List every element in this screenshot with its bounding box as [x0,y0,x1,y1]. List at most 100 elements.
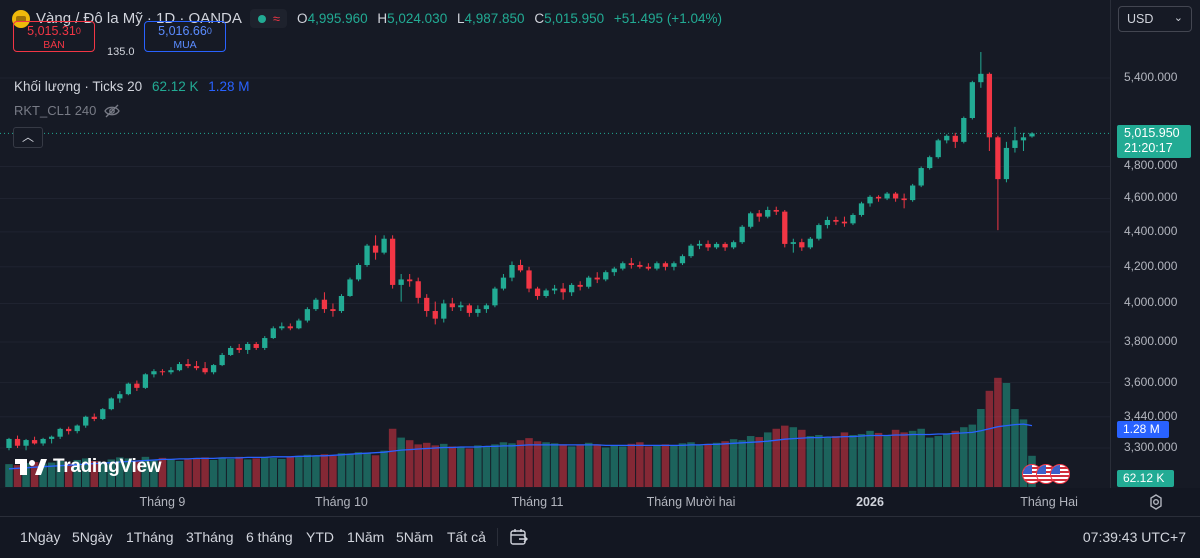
candle-body [287,326,293,329]
collapse-legend-button[interactable]: ︿ [13,127,43,148]
candle-body [483,305,490,310]
volume-bar [371,455,380,487]
volume-bar [917,428,925,487]
range-button[interactable]: YTD [306,529,334,545]
volume-legend[interactable]: Khối lượng · Ticks 20 62.12 K 1.28 M [14,79,250,94]
tradingview-logo-text: TradingView [53,456,162,477]
economic-events[interactable] [1022,464,1070,484]
indicator-legend[interactable]: RKT_CL1 240 [14,103,121,118]
volume-ma-line [8,423,1033,470]
range-button[interactable]: 1Tháng [126,529,174,545]
range-button[interactable]: 5Ngày [72,529,113,545]
volume-bar [303,454,312,487]
chart-pane[interactable] [0,0,1110,488]
ohlc-open-value: 4,995.960 [307,11,368,26]
range-button[interactable]: 6 tháng [246,529,293,545]
volume-bar [678,443,687,487]
candle-body [330,309,336,312]
candle-body [773,209,779,212]
utc-clock[interactable]: 07:39:43 UTC+7 [1082,529,1186,545]
volume-bar [644,446,653,487]
volume-bar [542,442,550,487]
volume-bar [900,432,908,487]
candle-body [185,364,191,367]
candle-body [577,284,583,287]
candle-body [347,279,353,296]
y-tick-label: 3,300.000 [1124,439,1178,454]
volume-bar [687,442,695,487]
volume-bar [81,458,90,487]
volume-bar [99,462,107,487]
bottom-toolbar: 1Ngày 5Ngày 1Tháng 3Tháng 6 tháng YTD 1Năm 5Năm… [0,516,1200,558]
volume-bar [175,461,184,487]
volume-bar [695,445,704,487]
symbol-legend[interactable]: Vàng / Đô la Mỹ · 1D · OANDA ≈ O4,995.96… [12,9,728,28]
range-button[interactable]: 5Năm [396,529,434,545]
volume-bar [218,457,226,487]
calendar-goto-icon[interactable] [509,527,529,547]
candle-body [389,238,396,285]
range-button[interactable]: 3Tháng [186,529,234,545]
candle-body [799,242,805,248]
range-button[interactable]: 1Ngày [20,529,61,545]
volume-bar [627,443,636,487]
sell-button[interactable]: 5,015.310 BÁN [13,20,95,52]
market-status[interactable]: ≈ [249,9,288,28]
buy-button[interactable]: 5,016.660 MUA [144,20,226,52]
volume-bar [116,457,124,487]
candle-body [134,383,140,388]
range-button[interactable]: Tất cả [447,529,486,545]
candle-body [722,243,728,248]
range-button[interactable]: 1Năm [347,529,385,545]
settings-gear-icon[interactable] [1148,494,1164,510]
volume-bar [610,445,619,487]
candle-body [424,297,430,312]
volume-bar [925,437,934,487]
volume-bar [201,457,209,487]
y-tick-label: 4,600.000 [1124,190,1178,205]
candle-body [313,299,319,310]
candle-body [355,265,362,280]
currency-select[interactable]: USD ⌄ [1118,6,1192,32]
price-scale[interactable] [1110,0,1200,488]
volume-bar [1002,383,1011,487]
volume-bar [670,445,678,487]
us-flag-icon[interactable] [1050,464,1070,484]
candle-body [108,398,114,410]
volume-bar [30,462,39,487]
candle-body [526,270,532,289]
candle-body [961,118,967,142]
chart-canvas[interactable] [0,0,1200,488]
ohlc-close-key: C [534,11,545,26]
toolbar-divider [497,528,498,546]
volume-bar [235,456,243,487]
candle-body [364,245,370,266]
volume-bar [312,456,320,487]
volume-bar [192,458,201,487]
volume-bar [474,445,482,487]
buy-price: 5,016.66 [158,23,207,38]
volume-bar [934,436,942,487]
candle-body [662,263,669,267]
hidden-eye-icon[interactable] [104,104,121,118]
currency-value: USD [1127,12,1154,26]
volume-bar [354,452,363,487]
volume-bar [184,459,192,487]
volume-bar [951,430,960,487]
y-tick-label: 4,400.000 [1124,223,1178,238]
volume-bar [499,442,508,487]
indicator-legend-title: RKT_CL1 240 [14,103,97,118]
volume-bar [380,450,388,487]
symbol-title[interactable]: Vàng / Đô la Mỹ · 1D · OANDA [36,10,242,27]
volume-bar [712,442,721,487]
volume-bar [397,437,405,487]
candle-body [858,203,865,215]
volume-legend-value: 62.12 K [151,79,199,94]
chevron-up-icon: ︿ [21,130,34,144]
candle-body [48,436,55,439]
candle-body [492,288,498,306]
candle-body [1029,133,1035,137]
tradingview-logo[interactable]: TradingView [15,456,162,478]
candle-body [415,281,421,298]
volume-bar [346,453,354,487]
